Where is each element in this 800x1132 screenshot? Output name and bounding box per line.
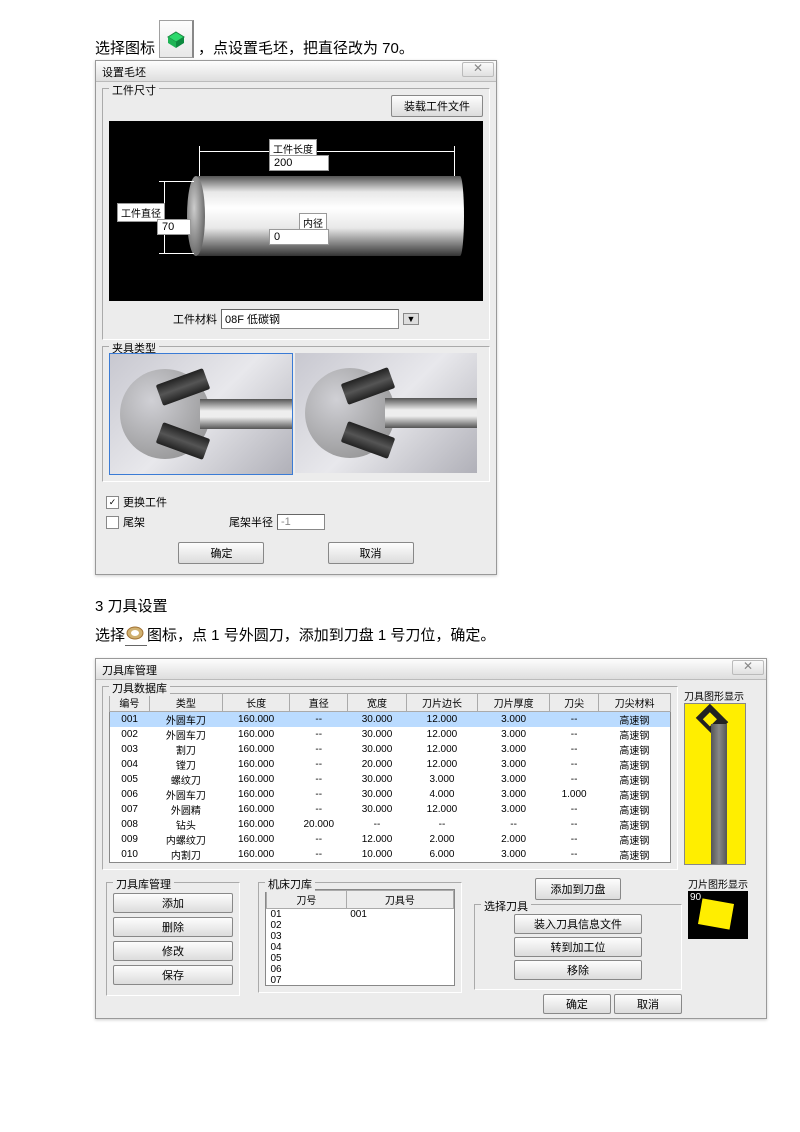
preview-label: 刀具图形显示 [684, 688, 758, 703]
col-header[interactable]: 刀片边长 [406, 693, 478, 711]
close-icon[interactable]: ✕ [732, 660, 764, 675]
material-label: 工件材料 [173, 311, 217, 327]
material-select[interactable]: 08F 低碳钢 [221, 309, 399, 329]
group-label: 刀具库管理 [113, 876, 174, 892]
load-info-button[interactable]: 装入刀具信息文件 [514, 914, 642, 934]
blank-dialog: 设置毛坯✕ 工件尺寸 装载工件文件 工件长度 200 工件直径 70 内径 0 … [95, 60, 497, 575]
delete-button[interactable]: 删除 [113, 917, 233, 937]
add-button[interactable]: 添加 [113, 893, 233, 913]
remove-button[interactable]: 移除 [514, 960, 642, 980]
tail-radius-input: -1 [277, 514, 325, 530]
table-row[interactable]: 001外圆车刀160.000--30.00012.0003.000--高速钢 [110, 711, 671, 727]
intro-text: 选择图标 ，点设置毛坯，把直径改为 70。 [95, 20, 705, 58]
cancel-button[interactable]: 取消 [328, 542, 414, 564]
col-header[interactable]: 直径 [290, 693, 348, 711]
dialog-title: 刀具库管理✕ [96, 659, 766, 680]
list-item[interactable]: 01001 [267, 908, 454, 920]
col-header: 刀具号 [346, 890, 453, 908]
dialog-title: 设置毛坯✕ [96, 61, 496, 82]
to-position-button[interactable]: 转到加工位 [514, 937, 642, 957]
checkbox-label: 更换工件 [123, 494, 167, 510]
add-to-turret-button[interactable]: 添加到刀盘 [535, 878, 621, 900]
tool-library-dialog: 刀具库管理✕ 刀具数据库 编号类型长度直径宽度刀片边长刀片厚度刀尖刀尖材料 00… [95, 658, 767, 1019]
group-label: 机床刀库 [265, 876, 315, 892]
checkbox-label: 尾架 [123, 514, 145, 530]
table-row[interactable]: 003割刀160.000--30.00012.0003.000--高速钢 [110, 742, 671, 757]
load-file-button[interactable]: 装载工件文件 [391, 95, 483, 117]
col-header[interactable]: 刀片厚度 [478, 693, 550, 711]
tool-preview [684, 703, 746, 865]
chevron-down-icon[interactable]: ▼ [403, 313, 419, 325]
table-row[interactable]: 008钻头160.00020.000--------高速钢 [110, 817, 671, 832]
list-item[interactable]: 02 [267, 920, 454, 931]
select-tool-group: 选择刀具 装入刀具信息文件 转到加工位 移除 [474, 904, 682, 990]
list-item[interactable]: 04 [267, 942, 454, 953]
fixture-group: 夹具类型 [102, 346, 490, 482]
fixture-option-1[interactable] [109, 353, 293, 475]
tool-table[interactable]: 编号类型长度直径宽度刀片边长刀片厚度刀尖刀尖材料 001外圆车刀160.000-… [109, 693, 671, 863]
diameter-input[interactable]: 70 [157, 219, 191, 235]
list-item[interactable]: 06 [267, 964, 454, 975]
modify-button[interactable]: 修改 [113, 941, 233, 961]
length-input[interactable]: 200 [269, 155, 329, 171]
mgmt-group: 刀具库管理 添加 删除 修改 保存 [106, 882, 240, 996]
machine-group: 机床刀库 刀号刀具号0100102030405060708 [258, 882, 462, 993]
cancel-button[interactable]: 取消 [614, 994, 682, 1014]
col-header[interactable]: 刀尖 [549, 693, 598, 711]
tailstock-checkbox[interactable] [106, 516, 119, 529]
col-header[interactable]: 编号 [110, 693, 150, 711]
fixture-option-2[interactable] [295, 353, 477, 473]
section-text: 选择图标，点 1 号外圆刀，添加到刀盘 1 号刀位，确定。 [95, 624, 705, 646]
blank-setup-icon [159, 20, 194, 58]
table-row[interactable]: 010内割刀160.000--10.0006.0003.000--高速钢 [110, 847, 671, 863]
ok-button[interactable]: 确定 [178, 542, 264, 564]
size-group: 工件尺寸 装载工件文件 工件长度 200 工件直径 70 内径 0 工件材料 0… [102, 88, 490, 340]
tail-radius-label: 尾架半径 [229, 514, 273, 530]
table-row[interactable]: 007外圆精160.000--30.00012.0003.000--高速钢 [110, 802, 671, 817]
col-header[interactable]: 刀尖材料 [599, 693, 671, 711]
cylinder-preview: 工件长度 200 工件直径 70 内径 0 [109, 121, 483, 301]
table-row[interactable]: 005螺纹刀160.000--30.0003.0003.000--高速钢 [110, 772, 671, 787]
db-group: 刀具数据库 编号类型长度直径宽度刀片边长刀片厚度刀尖刀尖材料 001外圆车刀16… [102, 686, 678, 870]
col-header[interactable]: 类型 [149, 693, 222, 711]
group-label: 选择刀具 [481, 898, 531, 914]
inner-input[interactable]: 0 [269, 229, 329, 245]
list-item[interactable]: 03 [267, 931, 454, 942]
section-heading: 3 刀具设置 [95, 595, 705, 616]
col-header[interactable]: 长度 [223, 693, 290, 711]
list-item[interactable]: 07 [267, 975, 454, 986]
preview2-label: 刀片图形显示 [688, 876, 762, 891]
col-header[interactable]: 宽度 [348, 693, 406, 711]
close-icon[interactable]: ✕ [462, 62, 494, 77]
table-row[interactable]: 009内螺纹刀160.000--12.0002.0002.000--高速钢 [110, 832, 671, 847]
group-label: 刀具数据库 [109, 680, 170, 696]
replace-checkbox[interactable]: ✓ [106, 496, 119, 509]
table-row[interactable]: 002外圆车刀160.000--30.00012.0003.000--高速钢 [110, 727, 671, 742]
list-item[interactable]: 05 [267, 953, 454, 964]
table-row[interactable]: 004镗刀160.000--20.00012.0003.000--高速钢 [110, 757, 671, 772]
ok-button[interactable]: 确定 [543, 994, 611, 1014]
machine-list[interactable]: 刀号刀具号0100102030405060708 [265, 889, 455, 986]
group-label: 工件尺寸 [109, 82, 159, 98]
tool-icon [125, 627, 147, 646]
insert-preview: 90 [688, 891, 748, 939]
table-row[interactable]: 006外圆车刀160.000--30.0004.0003.0001.000高速钢 [110, 787, 671, 802]
save-button[interactable]: 保存 [113, 965, 233, 985]
col-header: 刀号 [267, 890, 347, 908]
